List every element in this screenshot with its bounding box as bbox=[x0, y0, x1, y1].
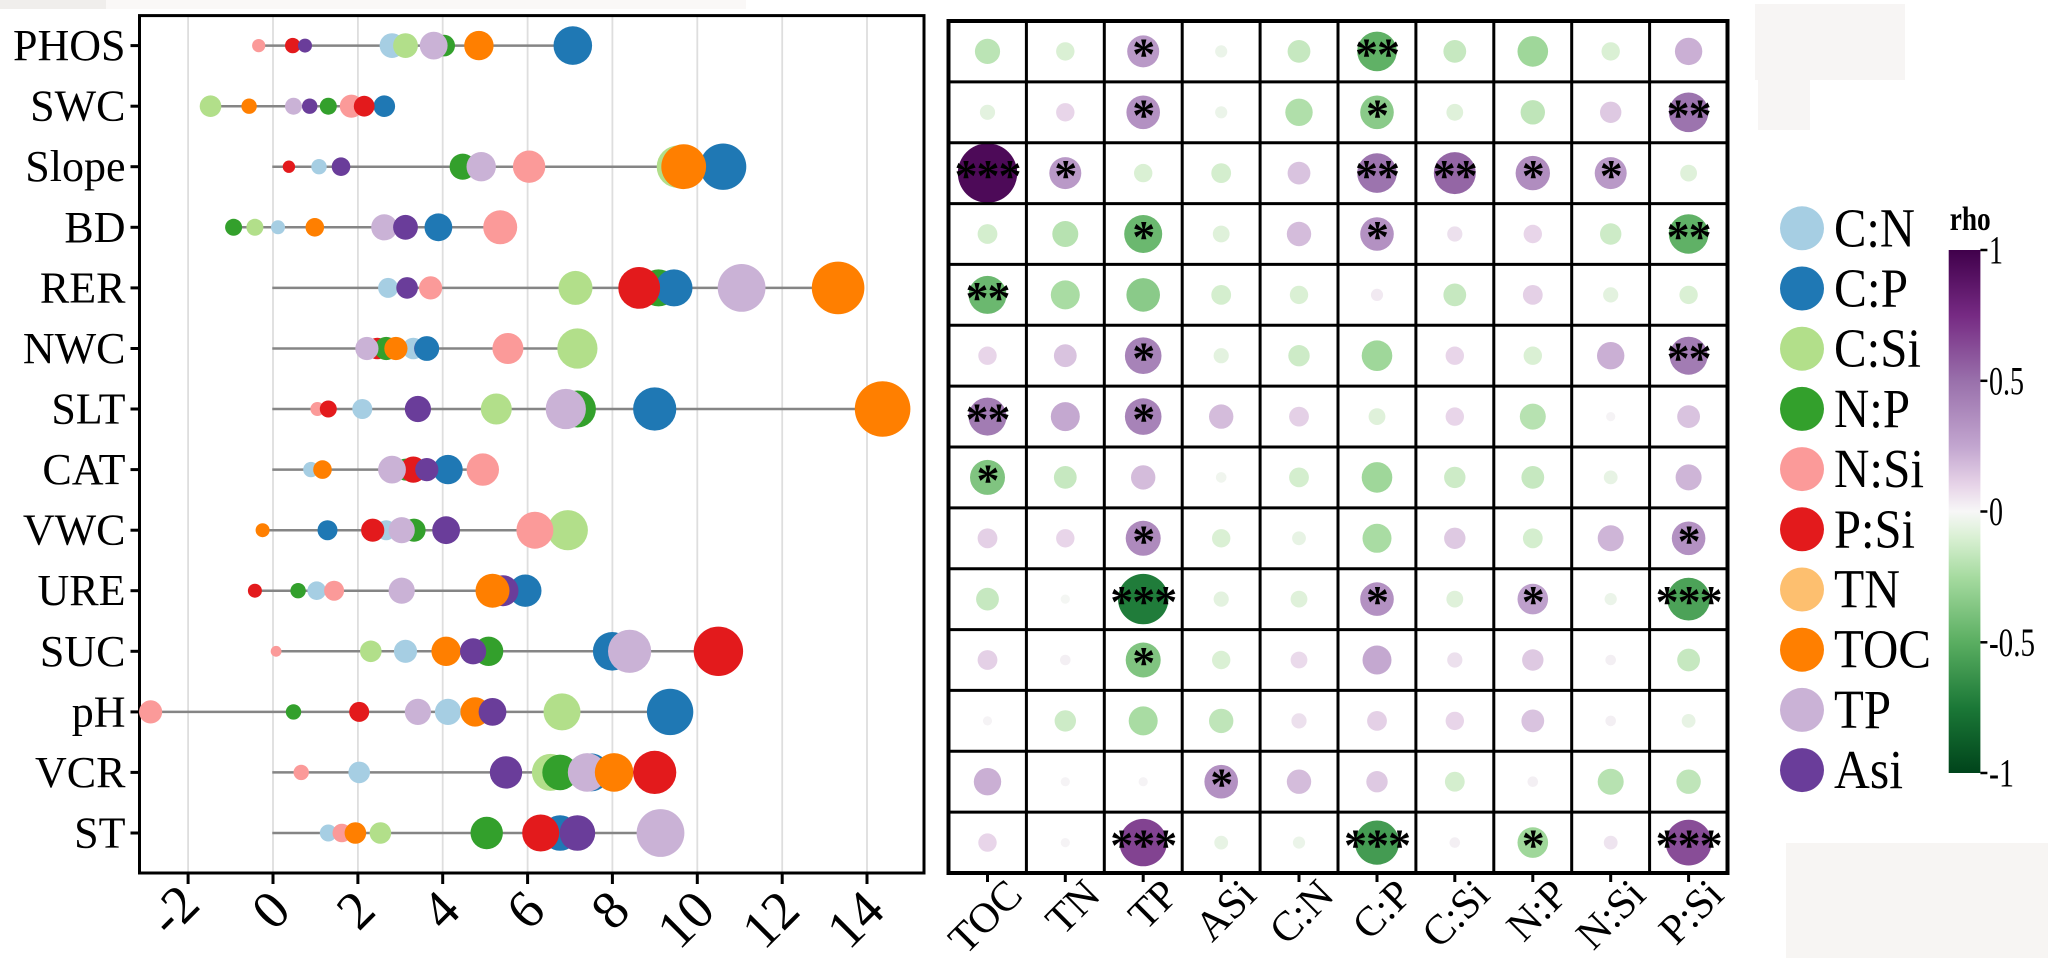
svg-text:ST: ST bbox=[74, 809, 125, 858]
svg-text:*: * bbox=[1210, 759, 1232, 810]
svg-text:*: * bbox=[1522, 150, 1544, 201]
svg-text:*: * bbox=[1054, 150, 1076, 201]
svg-text:**: ** bbox=[1667, 89, 1711, 140]
svg-text:VCR: VCR bbox=[35, 748, 126, 797]
svg-text:rho: rho bbox=[1950, 201, 1991, 238]
svg-text:*: * bbox=[1366, 89, 1388, 140]
svg-text:***: *** bbox=[1656, 576, 1722, 627]
svg-text:CAT: CAT bbox=[42, 445, 125, 494]
svg-text:*: * bbox=[1678, 515, 1700, 566]
svg-text:N:P: N:P bbox=[1834, 378, 1910, 439]
svg-text:NWC: NWC bbox=[23, 324, 126, 373]
svg-text:RER: RER bbox=[40, 263, 126, 312]
svg-text:*: * bbox=[1132, 394, 1154, 445]
svg-text:TOC: TOC bbox=[1834, 619, 1931, 680]
svg-text:-0.5: -0.5 bbox=[1989, 620, 2035, 665]
svg-text:0.5: 0.5 bbox=[1989, 358, 2024, 403]
svg-text:*: * bbox=[1132, 333, 1154, 384]
svg-text:*: * bbox=[1600, 150, 1622, 201]
svg-text:**: ** bbox=[1355, 28, 1399, 79]
svg-text:***: *** bbox=[1110, 820, 1176, 871]
svg-text:*: * bbox=[1132, 211, 1154, 262]
svg-text:SUC: SUC bbox=[40, 627, 126, 676]
svg-text:**: ** bbox=[966, 394, 1010, 445]
svg-text:C:P: C:P bbox=[1834, 258, 1908, 319]
svg-text:SLT: SLT bbox=[51, 385, 125, 434]
svg-text:*: * bbox=[1132, 89, 1154, 140]
svg-text:-1: -1 bbox=[1989, 751, 2014, 796]
svg-text:***: *** bbox=[1656, 820, 1722, 871]
svg-text:TP: TP bbox=[1834, 679, 1891, 740]
svg-text:***: *** bbox=[1110, 576, 1176, 627]
svg-text:**: ** bbox=[1433, 150, 1477, 201]
svg-text:*: * bbox=[1132, 515, 1154, 566]
svg-text:***: *** bbox=[955, 150, 1021, 201]
svg-text:PHOS: PHOS bbox=[13, 21, 126, 70]
svg-text:URE: URE bbox=[38, 566, 126, 615]
svg-text:*: * bbox=[1366, 576, 1388, 627]
svg-text:SWC: SWC bbox=[30, 82, 125, 131]
svg-text:*: * bbox=[1366, 211, 1388, 262]
svg-text:**: ** bbox=[1667, 333, 1711, 384]
svg-text:*: * bbox=[1522, 820, 1544, 871]
svg-text:**: ** bbox=[1355, 150, 1399, 201]
svg-text:Slope: Slope bbox=[25, 142, 125, 191]
svg-text:1: 1 bbox=[1989, 228, 2003, 273]
svg-text:Asi: Asi bbox=[1834, 739, 1903, 800]
svg-text:0: 0 bbox=[1989, 489, 2003, 534]
svg-text:*: * bbox=[1522, 576, 1544, 627]
svg-text:C:Si: C:Si bbox=[1834, 318, 1921, 379]
svg-text:*: * bbox=[1132, 637, 1154, 688]
svg-text:C:N: C:N bbox=[1834, 197, 1915, 258]
svg-text:VWC: VWC bbox=[23, 506, 126, 555]
svg-text:**: ** bbox=[966, 272, 1010, 323]
svg-text:TN: TN bbox=[1834, 559, 1900, 620]
svg-text:BD: BD bbox=[64, 203, 125, 252]
svg-text:*: * bbox=[977, 454, 999, 505]
svg-text:**: ** bbox=[1667, 211, 1711, 262]
svg-text:N:Si: N:Si bbox=[1834, 438, 1924, 499]
svg-text:***: *** bbox=[1344, 820, 1410, 871]
svg-text:pH: pH bbox=[72, 687, 126, 736]
svg-text:*: * bbox=[1132, 28, 1154, 79]
svg-text:P:Si: P:Si bbox=[1834, 498, 1915, 559]
